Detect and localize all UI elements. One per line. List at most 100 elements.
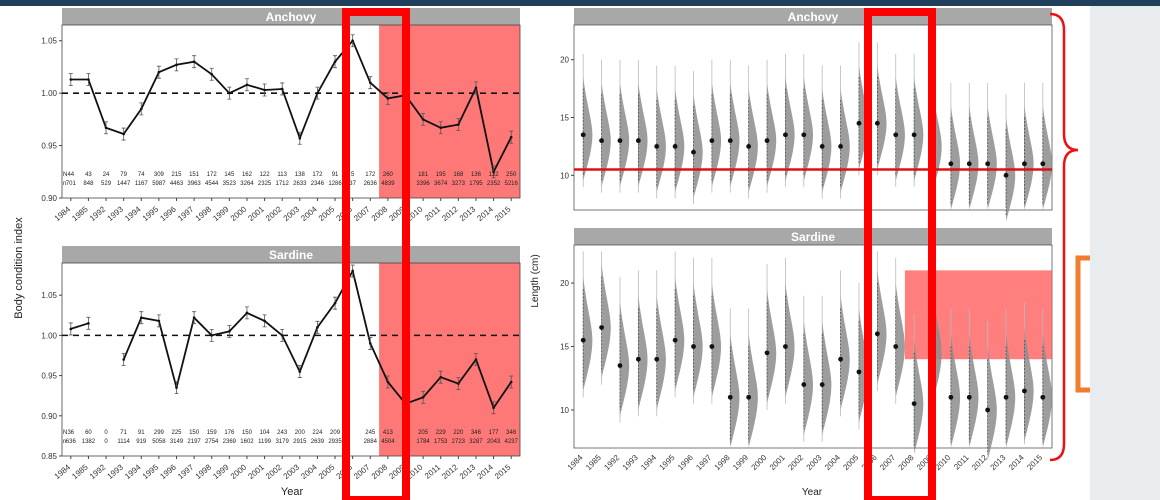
right-y-axis-label: Length (cm) (530, 254, 541, 307)
sardine-length-median-point (709, 344, 715, 349)
anchovy-length-violin (601, 82, 611, 187)
anchovy-condition-data-point (104, 126, 108, 130)
anchovy-length-y-tick-label: 10 (560, 171, 569, 180)
sardine-condition-sample-count: 2915 (293, 439, 307, 445)
sardine-length-violin (638, 295, 648, 410)
sardine-condition-sample-count: 4237 (505, 439, 519, 445)
anchovy-condition-data-point (280, 87, 284, 91)
anchovy-condition-x-tick-label: 2004 (299, 204, 319, 223)
sardine-length-median-point (580, 337, 586, 343)
anchovy-length-median-point (599, 138, 604, 144)
anchovy-condition-x-tick-label: 2000 (229, 204, 249, 223)
anchovy-condition-y-tick-label: 0.95 (41, 142, 57, 151)
anchovy-condition-data-point (316, 91, 319, 95)
anchovy-condition-sample-count: 181 (418, 172, 429, 178)
sardine-condition-x-tick-label: 2014 (475, 462, 495, 481)
sardine-length-median-point (746, 394, 752, 400)
sardine-length-violin (1042, 333, 1052, 448)
anchovy-length-violin (675, 88, 685, 193)
anchovy-condition-data-point (69, 78, 73, 81)
anchovy-length-violin (767, 82, 777, 187)
sardine-length-x-tick-label: 1984 (566, 453, 585, 472)
sardine-condition-x-tick-label: 1985 (70, 462, 90, 481)
anchovy-condition-x-tick-label: 1999 (211, 204, 231, 223)
anchovy-condition-data-point (386, 97, 390, 100)
anchovy-condition-sample-count: 43 (85, 172, 92, 178)
anchovy-condition-sample-count: 1167 (135, 181, 149, 187)
anchovy-condition-data-point (421, 118, 425, 121)
anchovy-condition-sample-count: 701 (66, 181, 77, 187)
sardine-condition-data-point (192, 316, 196, 319)
sardine-condition-data-point (474, 358, 478, 361)
sardine-length-x-tick-label: 1996 (676, 453, 695, 472)
anchovy-condition-sample-count: 4544 (205, 181, 219, 187)
anchovy-condition-x-tick-label: 2013 (458, 204, 478, 223)
sardine-condition-data-point (280, 334, 284, 337)
sardine-condition-sample-count: 2884 (364, 439, 378, 445)
anchovy-length-violin (638, 82, 648, 187)
left-y-axis-label: Body condition index (13, 217, 25, 319)
anchovy-condition-data-point (368, 81, 372, 84)
sardine-condition-data-point (351, 269, 354, 273)
sardine-condition-sample-count: 5058 (152, 439, 166, 445)
sardine-condition-sample-count: 60 (85, 430, 92, 436)
sardine-condition-sample-count: 299 (154, 430, 165, 436)
sardine-length-x-tick-label: 2007 (878, 453, 897, 472)
sardine-condition-sample-count: 2723 (452, 439, 466, 445)
sardine-length-median-point (617, 363, 623, 368)
anchovy-condition-sample-count: 260 (383, 172, 394, 178)
sardine-length-median-point (985, 407, 991, 413)
anchovy-condition-sample-count: 172 (312, 172, 323, 178)
sardine-length-median-point (599, 325, 604, 330)
sardine-length-x-tick-label: 1994 (639, 453, 658, 472)
anchovy-condition-sample-count: 4463 (170, 181, 184, 187)
sardine-condition-data-point (457, 382, 460, 385)
sardine-condition-x-tick-label: 2015 (493, 462, 513, 481)
anchovy-condition-sample-count: 3396 (416, 181, 430, 187)
anchovy-condition-data-point (228, 91, 231, 95)
anchovy-condition-sample-count: 309 (154, 172, 165, 178)
sardine-condition-sample-count: 3287 (469, 439, 483, 445)
sardine-condition-x-tick-label: 2000 (229, 462, 249, 481)
sardine-length-violin (675, 276, 685, 391)
sardine-length-median-point (948, 394, 954, 400)
sardine-length-x-tick-label: 1998 (713, 453, 732, 472)
sardine-length-violin (858, 308, 869, 423)
sardine-condition-data-point (421, 395, 425, 399)
anchovy-length-median-point (580, 132, 586, 138)
anchovy-length-strip-title: Anchovy (788, 10, 839, 24)
sardine-condition-sample-count: 245 (365, 430, 376, 436)
sardine-condition-data-point (316, 326, 319, 329)
sardine-condition-data-point (298, 370, 302, 373)
sardine-length-median-point (911, 401, 917, 406)
sardine-condition-data-point (492, 406, 495, 410)
sardine-length-x-tick-label: 1995 (658, 453, 677, 472)
sardine-condition-sample-count: 205 (418, 430, 429, 436)
sardine-condition-data-point (122, 358, 125, 361)
anchovy-length-violin (803, 77, 813, 182)
sardine-length-violin (583, 276, 593, 391)
anchovy-length-panel: Anchovy 10 15 20 (560, 8, 1053, 222)
anchovy-length-violin (1042, 105, 1052, 210)
sardine-condition-n-row-label: n (63, 439, 66, 445)
sardine-length-violin (785, 283, 795, 398)
anchovy-length-median-point (874, 120, 880, 126)
sardine-condition-sample-count: 2639 (311, 439, 325, 445)
sardine-condition-data-point (245, 311, 249, 315)
anchovy-condition-x-tick-label: 2007 (352, 204, 372, 223)
sardine-condition-x-tick-label: 1984 (53, 462, 73, 481)
anchovy-length-violin (822, 88, 832, 193)
anchovy-condition-x-tick-label: 1985 (70, 204, 90, 223)
anchovy-length-violin (656, 88, 666, 193)
anchovy-length-violin (840, 88, 850, 193)
red-year-frame-left (342, 8, 410, 500)
sardine-condition-y-tick-label: 0.85 (41, 452, 57, 461)
anchovy-length-violin (969, 105, 979, 210)
sardine-condition-sample-count: 150 (189, 430, 200, 436)
sardine-condition-sample-count: 3179 (276, 439, 290, 445)
anchovy-condition-sample-count: 215 (171, 172, 182, 178)
anchovy-length-y-tick-label: 15 (560, 114, 569, 123)
sardine-condition-x-tick-label: 1992 (88, 462, 108, 481)
anchovy-length-median-point (1040, 161, 1046, 167)
